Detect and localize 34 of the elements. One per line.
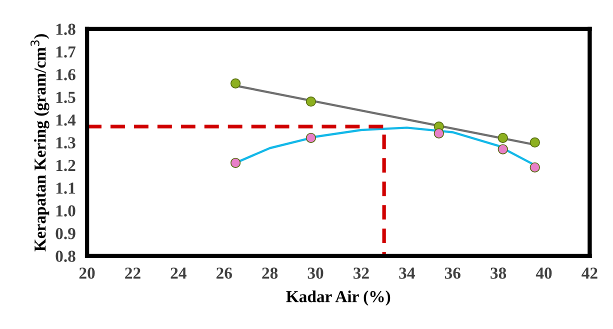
x-tick-label: 22	[125, 268, 140, 279]
x-tick-label: 34	[399, 268, 415, 279]
x-tick-label: 20	[79, 268, 95, 279]
y-tick-label: 1.3	[56, 137, 76, 148]
y-tick-label: 1.8	[56, 24, 76, 35]
y-tick-label: 1.7	[56, 46, 76, 58]
x-tick-label: 28	[262, 268, 278, 279]
x-tick-label: 26	[216, 268, 232, 279]
x-tick-label: 36	[444, 268, 460, 279]
y-tick-label: 1.5	[56, 92, 76, 104]
point	[498, 132, 508, 143]
x-tick-label: 24	[170, 268, 186, 279]
x-tick-label: 30	[308, 268, 324, 279]
x-tick-label: 38	[490, 268, 506, 279]
x-tick-label: 40	[536, 268, 552, 279]
point	[530, 137, 540, 148]
point	[498, 144, 508, 154]
y-tick-label: 1.2	[56, 160, 76, 172]
y-tick-label: 1.6	[56, 69, 76, 80]
y-tick-label: 0.9	[56, 228, 76, 240]
y-tick-label: 1.1	[56, 182, 76, 194]
y-tick-label: 0.8	[56, 250, 76, 262]
point	[230, 78, 241, 89]
x-axis-title: Kadar Air (%)	[286, 290, 390, 306]
point	[306, 132, 316, 143]
point	[530, 162, 540, 173]
x-tick-label: 42	[582, 268, 598, 279]
y-axis-title: Kerapatan Kering (gram/cm$^{3}$)	[30, 34, 50, 252]
x-tick-label: 32	[354, 268, 369, 279]
point	[434, 128, 444, 138]
y-tick-label: 1.4	[56, 114, 76, 126]
y-tick-label: 1.0	[56, 205, 76, 217]
point	[230, 158, 241, 168]
point	[306, 96, 316, 107]
